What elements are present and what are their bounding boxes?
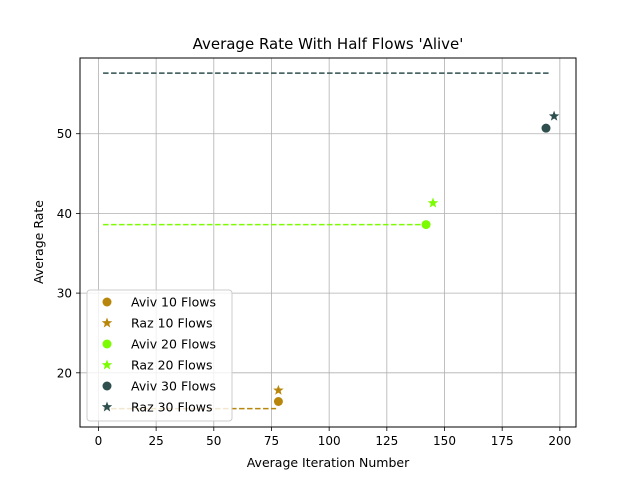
legend-marker [102, 297, 112, 307]
plot-frame [79, 57, 577, 428]
data-point [541, 123, 551, 133]
legend-entry-label: Aviv 10 Flows [131, 295, 216, 310]
data-points [273, 110, 560, 406]
legend-entry-label: Aviv 30 Flows [131, 379, 216, 394]
y-tick-label: 40 [57, 207, 72, 221]
x-tick-label: 200 [548, 434, 571, 448]
legend-marker [102, 381, 112, 391]
data-point [548, 110, 560, 121]
legend: Aviv 10 Flows Raz 10 Flows Aviv 20 Flows Ra… [86, 289, 233, 422]
x-tick-label: 0 [95, 434, 103, 448]
legend-entry-label: Aviv 20 Flows [131, 337, 216, 352]
y-tick-label: 20 [57, 366, 72, 380]
data-point [273, 384, 284, 395]
x-axis-ticks: 0 25 50 75 100 125 150 175 200 [95, 427, 571, 448]
legend-marker [101, 359, 113, 370]
data-point [427, 197, 439, 208]
x-tick-label: 25 [148, 434, 163, 448]
legend-marker [101, 317, 113, 328]
legend-marker [102, 339, 112, 349]
chart-title: Average Rate With Half Flows 'Alive' [193, 35, 464, 53]
legend-marker [101, 401, 113, 412]
x-tick-label: 50 [206, 434, 221, 448]
legend-entry-label: Raz 10 Flows [131, 316, 213, 331]
x-tick-label: 75 [264, 434, 279, 448]
y-tick-label: 30 [57, 287, 72, 301]
data-point [421, 220, 431, 230]
legend-entry-label: Raz 20 Flows [131, 358, 213, 373]
x-tick-label: 175 [491, 434, 514, 448]
data-point [273, 396, 283, 406]
y-tick-label: 50 [57, 127, 72, 141]
y-axis-ticks: 20 30 40 50 [57, 127, 80, 380]
legend-box [86, 289, 233, 422]
x-tick-label: 125 [375, 434, 398, 448]
grid [80, 58, 576, 427]
x-axis-label: Average Iteration Number [247, 455, 410, 470]
x-tick-label: 150 [433, 434, 456, 448]
y-axis-label: Average Rate [31, 200, 46, 284]
x-tick-label: 100 [318, 434, 341, 448]
legend-entry-label: Raz 30 Flows [131, 400, 213, 415]
